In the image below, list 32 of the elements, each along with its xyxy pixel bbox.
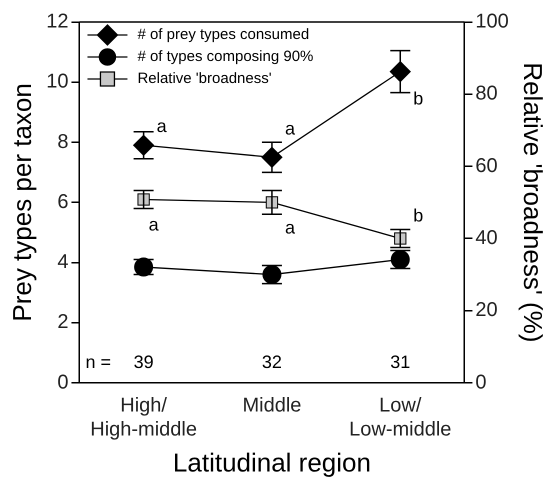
annotation: a <box>284 217 296 238</box>
annotation: a <box>284 118 296 138</box>
annotation: 39 <box>134 352 154 372</box>
annotation: 31 <box>390 352 410 372</box>
y2-tick-label: 20 <box>475 299 498 322</box>
y2-tick-label: 0 <box>475 371 487 394</box>
y-tick-label: 2 <box>57 311 68 334</box>
y2-tick-label: 80 <box>475 82 498 105</box>
annotation: a <box>148 214 160 234</box>
y2-tick-label: 40 <box>475 226 498 249</box>
y-tick-label: 4 <box>57 251 68 274</box>
legend-label: Relative 'broadness' <box>137 70 272 88</box>
x-axis-title: Latitudinal region <box>172 448 371 478</box>
y2-tick-label: 100 <box>475 10 509 33</box>
x-tick-label: Middle <box>242 394 302 416</box>
annotation: b <box>413 88 424 109</box>
y-tick-label: 6 <box>57 190 68 213</box>
legend-label: # of types composing 90% <box>137 48 314 66</box>
x-tick-label: Low/ Low-middle <box>349 394 452 440</box>
y-tick-label: 0 <box>57 371 68 394</box>
annotation: b <box>413 205 424 226</box>
y-axis-title: Prey types per taxon <box>6 83 37 322</box>
x-tick-label: High/ High-middle <box>90 394 197 440</box>
y-tick-label: 8 <box>57 130 68 153</box>
y2-tick-label: 60 <box>475 154 498 177</box>
y2-axis-title: Relative 'broadness' (%) <box>518 62 548 342</box>
y-tick-label: 10 <box>46 70 68 93</box>
y-tick-label: 12 <box>46 10 68 33</box>
legend-label: # of prey types consumed <box>137 26 310 44</box>
annotation: a <box>156 116 168 136</box>
annotation: 32 <box>262 352 282 372</box>
annotation: n = <box>85 352 111 372</box>
